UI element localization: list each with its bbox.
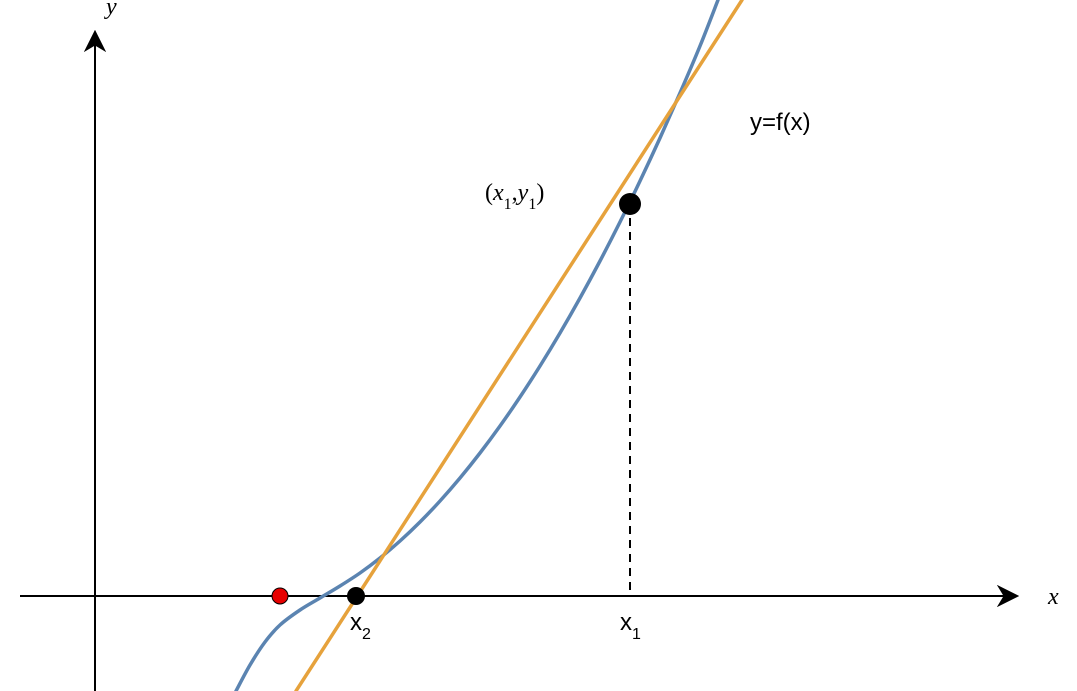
x-axis-label: x [1047, 584, 1059, 610]
tangent-line [296, 0, 742, 691]
x2-tick-label: x2 [350, 609, 371, 643]
y-axis-label: y [104, 0, 117, 20]
function-curve [236, 0, 718, 691]
x1y1-point [619, 193, 641, 215]
newton-method-diagram: x y y=f(x) (x1,y1) x1 x2 [0, 0, 1077, 691]
x2-point [347, 587, 365, 605]
point-label: (x1,y1) [485, 180, 544, 213]
root-point [272, 588, 288, 604]
x1-tick-label: x1 [620, 609, 641, 643]
function-label: y=f(x) [750, 109, 811, 136]
